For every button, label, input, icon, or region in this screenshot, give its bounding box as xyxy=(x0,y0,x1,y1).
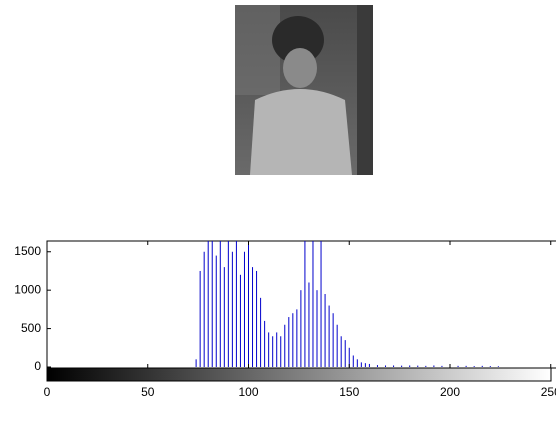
x-tick-label: 50 xyxy=(141,385,155,399)
y-tick-label: 1500 xyxy=(14,244,41,258)
x-tick-label: 0 xyxy=(44,385,51,399)
y-tick-label: 1000 xyxy=(14,282,41,296)
y-tick-label: 0 xyxy=(34,359,41,373)
plot-area xyxy=(46,240,556,369)
x-tick-label: 200 xyxy=(440,385,460,399)
y-tick-label: 500 xyxy=(21,321,41,335)
x-tick-label: 150 xyxy=(339,385,359,399)
x-tick-label: 100 xyxy=(238,385,258,399)
x-tick-label: 250 xyxy=(541,385,556,399)
image xyxy=(235,5,373,175)
colorbar xyxy=(46,367,552,382)
